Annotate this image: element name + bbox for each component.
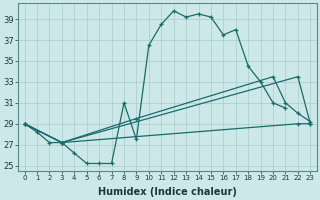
X-axis label: Humidex (Indice chaleur): Humidex (Indice chaleur) (98, 187, 237, 197)
